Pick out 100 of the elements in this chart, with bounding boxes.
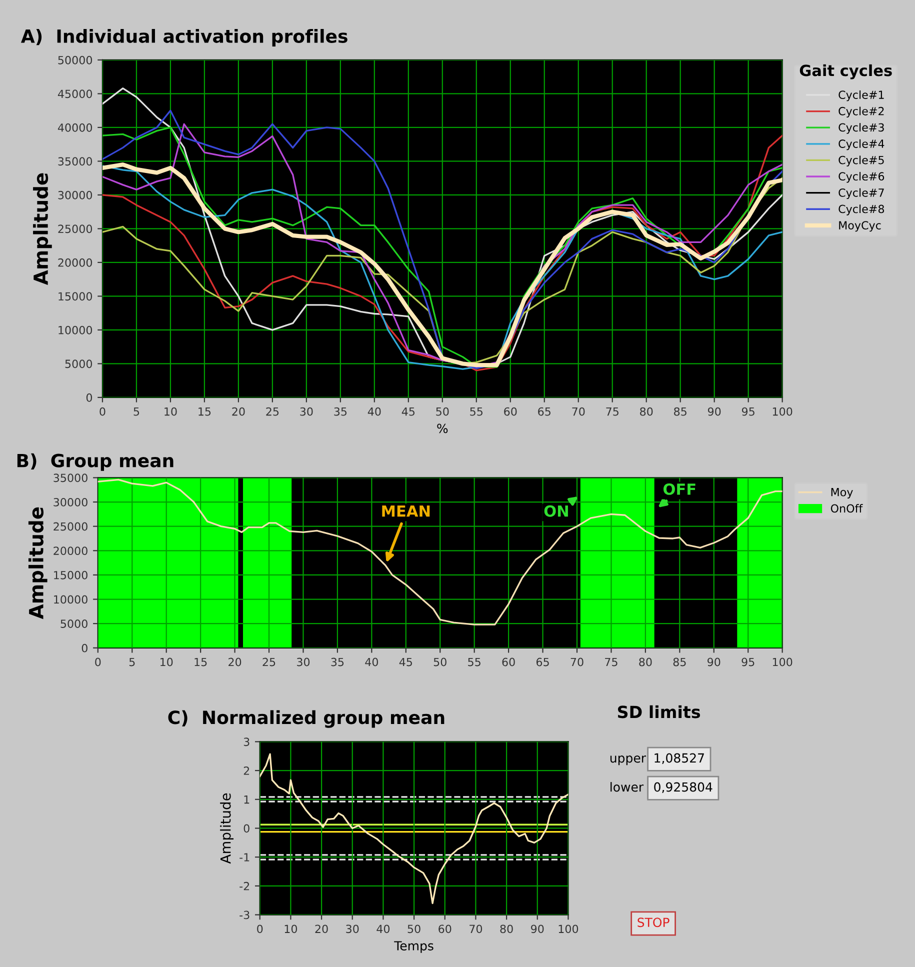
legend-title: Gait cycles	[800, 64, 892, 80]
legend-label: OnOff	[830, 504, 863, 513]
y-tick-label: 35000	[54, 474, 88, 482]
y-tick-label: 0	[244, 824, 250, 833]
y-axis-title: Amplitude	[220, 793, 234, 864]
legend-label: Cycle#4	[838, 139, 884, 150]
y-axis-title: Amplitude	[33, 173, 52, 285]
legend-label: Cycle#3	[838, 123, 884, 134]
y-tick-label: 5000	[60, 620, 88, 628]
y-tick-label: 10000	[58, 326, 92, 334]
x-tick-label: 25	[266, 407, 279, 416]
x-tick-label: 45	[399, 658, 412, 666]
x-tick-label: 50	[434, 658, 446, 666]
y-tick-label: 20000	[58, 258, 92, 267]
y-tick-label: -2	[240, 882, 250, 890]
legend-label: MoyCyc	[839, 221, 881, 232]
x-tick-label: 80	[500, 924, 513, 934]
x-tick-label: 10	[284, 924, 298, 934]
text: STOP	[638, 918, 670, 928]
x-tick-label: 95	[742, 658, 754, 666]
x-tick-label: 15	[194, 658, 207, 666]
x-tick-label: 65	[538, 407, 550, 416]
legend-label: Cycle#8	[838, 204, 884, 216]
x-tick-label: 0	[95, 658, 101, 666]
x-tick-label: 60	[502, 658, 515, 666]
x-tick-label: 60	[438, 924, 452, 934]
x-tick-label: 40	[365, 658, 378, 666]
text: lower	[610, 782, 644, 792]
x-tick-label: 45	[402, 408, 415, 416]
y-tick-label: 50000	[58, 56, 92, 64]
y-axis-title: Amplitude	[28, 507, 48, 620]
legend-label: Cycle#6	[838, 172, 884, 183]
chart-title: B) Group mean	[17, 453, 174, 471]
x-tick-label: 70	[572, 407, 585, 416]
x-tick-label: 5	[134, 408, 140, 416]
x-tick-label: 100	[558, 924, 578, 934]
x-tick-label: 0	[100, 407, 106, 416]
legend-label: Cycle#2	[838, 106, 884, 118]
annotation: OFF	[663, 483, 696, 495]
y-tick-label: 45000	[58, 90, 92, 98]
x-tick-label: 30	[300, 407, 313, 416]
y-tick-label: 0	[86, 393, 92, 402]
x-tick-label: 35	[334, 407, 347, 416]
x-tick-label: 80	[639, 658, 652, 666]
x-tick-label: 75	[605, 658, 618, 666]
x-tick-label: 20	[315, 924, 328, 934]
x-tick-label: 0	[257, 924, 263, 934]
y-tick-label: 15000	[54, 570, 88, 580]
text: SD limits	[618, 705, 700, 718]
x-tick-label: 20	[228, 658, 242, 666]
x-tick-label: 35	[331, 658, 344, 666]
x-tick-label: 100	[772, 658, 792, 666]
y-tick-label: 30000	[58, 190, 92, 200]
x-tick-label: 10	[164, 407, 177, 416]
line-series	[260, 753, 568, 904]
y-tick-label: 1	[244, 796, 250, 804]
text: 1,08527	[654, 753, 704, 764]
legend-label: Cycle#1	[838, 90, 884, 102]
y-tick-label: 15000	[58, 292, 92, 301]
text: upper	[610, 756, 646, 766]
y-tick-label: 2	[244, 766, 250, 775]
x-tick-label: 100	[772, 407, 792, 416]
legend-label: Cycle#5	[838, 156, 884, 166]
y-tick-label: 25000	[54, 522, 88, 531]
x-tick-label: 90	[708, 658, 720, 666]
annotation: MEAN	[382, 505, 430, 517]
legend-label: Cycle#7	[838, 188, 884, 200]
y-tick-label: 0	[82, 644, 88, 652]
x-tick-label: 15	[198, 408, 211, 416]
x-tick-label: 70	[470, 924, 482, 934]
y-tick-label: -1	[240, 853, 250, 862]
annotation: ON	[544, 505, 568, 517]
x-tick-label: 10	[160, 658, 173, 666]
x-tick-label: 5	[129, 658, 135, 666]
legend-label: Moy	[831, 488, 853, 498]
x-tick-label: 75	[606, 408, 618, 416]
x-tick-label: 80	[640, 407, 653, 416]
x-tick-label: 25	[262, 658, 276, 666]
y-tick-label: 20000	[54, 546, 88, 556]
x-tick-label: 65	[536, 658, 549, 666]
x-tick-label: 55	[468, 658, 480, 666]
x-tick-label: 40	[368, 407, 381, 416]
x-tick-label: 85	[673, 658, 686, 666]
chart-title: C) Normalized group mean	[168, 710, 444, 728]
y-tick-label: 25000	[58, 224, 92, 234]
x-tick-label: 20	[232, 407, 245, 416]
y-tick-label: 10000	[54, 595, 88, 604]
x-tick-label: 50	[408, 924, 420, 934]
x-tick-label: 50	[436, 407, 449, 416]
x-tick-label: 85	[674, 407, 686, 416]
y-tick-label: 3	[244, 738, 250, 746]
x-tick-label: 30	[346, 924, 359, 934]
x-tick-label: 90	[708, 407, 721, 416]
y-tick-label: 30000	[54, 498, 88, 506]
x-tick-label: 95	[742, 407, 754, 416]
y-tick-label: -3	[240, 910, 250, 920]
x-tick-label: 60	[504, 407, 517, 416]
y-tick-label: 5000	[65, 360, 92, 368]
x-axis-title: Temps	[394, 941, 434, 953]
y-tick-label: 35000	[58, 157, 92, 166]
